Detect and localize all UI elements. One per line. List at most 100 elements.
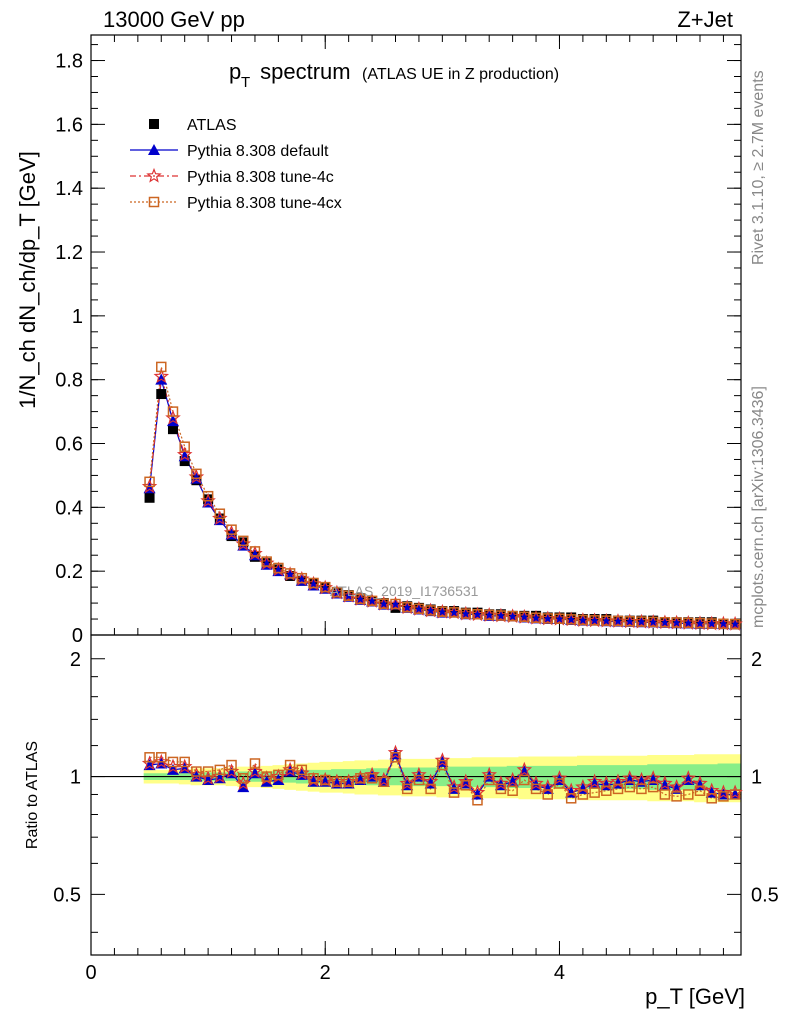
data-point-main-3 xyxy=(331,586,343,598)
data-point-ratio-3 xyxy=(472,794,483,806)
data-point-ratio-3 xyxy=(612,783,624,795)
data-point-main-3 xyxy=(472,609,483,620)
data-point-ratio-2 xyxy=(399,775,415,791)
data-point-ratio-3 xyxy=(519,774,530,786)
data-point-main-3 xyxy=(214,508,226,519)
data-point-main-3 xyxy=(437,606,448,617)
header-right: Z+Jet xyxy=(677,7,733,32)
data-point-ratio-3 xyxy=(589,787,600,798)
data-point-ratio-2 xyxy=(387,744,404,760)
side-label-bottom-text: mcplots.cern.ch [arXiv:1306.3436] xyxy=(750,386,767,628)
data-point-main-0 xyxy=(167,424,178,435)
data-point-ratio-3 xyxy=(413,774,425,786)
x-tick-label: 2 xyxy=(320,962,331,984)
data-point-main-3 xyxy=(366,595,378,607)
watermark: ATLAS_2019_I1736531 xyxy=(330,583,479,599)
legend-label: Pythia 8.308 tune-4c xyxy=(187,169,334,186)
data-point-main-3 xyxy=(425,605,436,616)
data-point-ratio-3 xyxy=(249,758,261,769)
data-point-ratio-3 xyxy=(366,773,378,784)
y-axis-label-main: 1/N_ch dN_ch/dp_T [GeV] xyxy=(15,151,40,409)
data-point-main-3 xyxy=(179,441,190,452)
data-point-main-3 xyxy=(530,612,542,624)
data-point-main-3 xyxy=(296,572,308,584)
data-point-main-3 xyxy=(448,607,460,618)
data-point-ratio-3 xyxy=(390,752,401,763)
data-point-main-3 xyxy=(284,568,296,579)
data-point-ratio-3 xyxy=(179,756,190,768)
legend-marker xyxy=(148,144,160,155)
data-point-ratio-3 xyxy=(448,787,460,798)
data-point-ratio-3 xyxy=(425,783,436,795)
data-point-ratio-3 xyxy=(156,752,167,763)
data-point-ratio-2 xyxy=(364,766,380,782)
y-tick-label-main: 1.4 xyxy=(55,178,83,200)
data-point-ratio-3 xyxy=(214,764,226,776)
data-point-main-3 xyxy=(542,613,554,624)
data-point-ratio-3 xyxy=(343,776,354,787)
y-tick-label-main: 1.8 xyxy=(55,51,83,73)
data-point-main-3 xyxy=(507,610,518,622)
data-point-main-3 xyxy=(577,614,589,626)
data-point-ratio-3 xyxy=(191,766,202,777)
data-point-main-0 xyxy=(156,389,167,400)
data-point-main-3 xyxy=(401,601,413,613)
data-point-main-0 xyxy=(144,492,155,503)
data-point-main-2 xyxy=(176,446,193,462)
data-point-ratio-2 xyxy=(680,770,697,785)
ratio-tick-label-right: 0.5 xyxy=(751,884,779,906)
data-point-main-3 xyxy=(683,617,694,629)
data-point-ratio-2 xyxy=(551,770,568,785)
data-point-ratio-3 xyxy=(671,791,682,802)
data-point-main-3 xyxy=(343,590,354,601)
y-tick-label-main: 0.4 xyxy=(55,497,83,519)
data-point-main-3 xyxy=(636,616,647,627)
data-point-ratio-2 xyxy=(516,761,533,777)
data-point-main-3 xyxy=(647,616,659,628)
legend-label: Pythia 8.308 tune-4cx xyxy=(187,195,342,212)
data-point-ratio-3 xyxy=(308,773,319,784)
data-point-ratio-3 xyxy=(530,783,542,795)
data-point-ratio-2 xyxy=(633,771,650,787)
side-label-bottom: mcplots.cern.ch [arXiv:1306.3436] xyxy=(750,386,767,628)
x-tick-label: 4 xyxy=(554,962,565,984)
data-point-ratio-3 xyxy=(144,752,155,763)
data-point-ratio-2 xyxy=(668,778,685,794)
x-tick-label: 0 xyxy=(85,962,96,984)
data-point-ratio-2 xyxy=(622,770,638,785)
data-point-ratio-3 xyxy=(647,781,659,793)
data-point-main-3 xyxy=(495,610,507,621)
legend-label: Pythia 8.308 default xyxy=(187,143,329,160)
y-axis-label-main-text: 1/N_ch dN_ch/dp_T [GeV] xyxy=(15,151,40,409)
ratio-tick-label: 2 xyxy=(70,649,81,671)
data-point-ratio-3 xyxy=(401,783,413,795)
data-point-ratio-3 xyxy=(601,785,612,796)
data-point-main-3 xyxy=(249,546,261,557)
plot-frames xyxy=(90,34,742,956)
data-point-ratio-3 xyxy=(636,783,647,795)
data-point-ratio-3 xyxy=(273,769,284,781)
main-title: p T spectrum (ATLAS UE in Z production) xyxy=(229,59,559,91)
data-point-main-3 xyxy=(261,556,272,567)
y-axis-label-ratio: Ratio to ATLAS xyxy=(24,741,41,849)
axis-ticks: 0 2 400.20.40.60.811.21.41.61.80.5 0.51 12 2 xyxy=(53,35,779,984)
data-point-ratio-2 xyxy=(657,775,673,791)
title-sub: T xyxy=(241,74,250,91)
data-point-ratio-2 xyxy=(528,775,544,791)
data-point-ratio-2 xyxy=(411,766,427,782)
legend-entry: Pythia 8.308 default xyxy=(130,143,329,160)
data-point-main-3 xyxy=(460,608,472,619)
data-point-ratio-2 xyxy=(586,773,603,789)
data-point-main-2 xyxy=(153,368,170,384)
data-point-main-3 xyxy=(601,615,612,626)
data-point-main-3 xyxy=(355,593,366,605)
data-point-main-3 xyxy=(659,616,671,628)
ratio-tick-label: 1 xyxy=(70,767,81,789)
data-point-main-3 xyxy=(718,618,729,630)
data-point-ratio-3 xyxy=(507,785,518,796)
data-point-ratio-3 xyxy=(577,789,589,800)
data-point-ratio-3 xyxy=(565,793,577,804)
data-point-main-3 xyxy=(624,616,635,627)
y-tick-label-main: 1 xyxy=(72,306,83,328)
data-point-ratio-3 xyxy=(167,756,179,768)
